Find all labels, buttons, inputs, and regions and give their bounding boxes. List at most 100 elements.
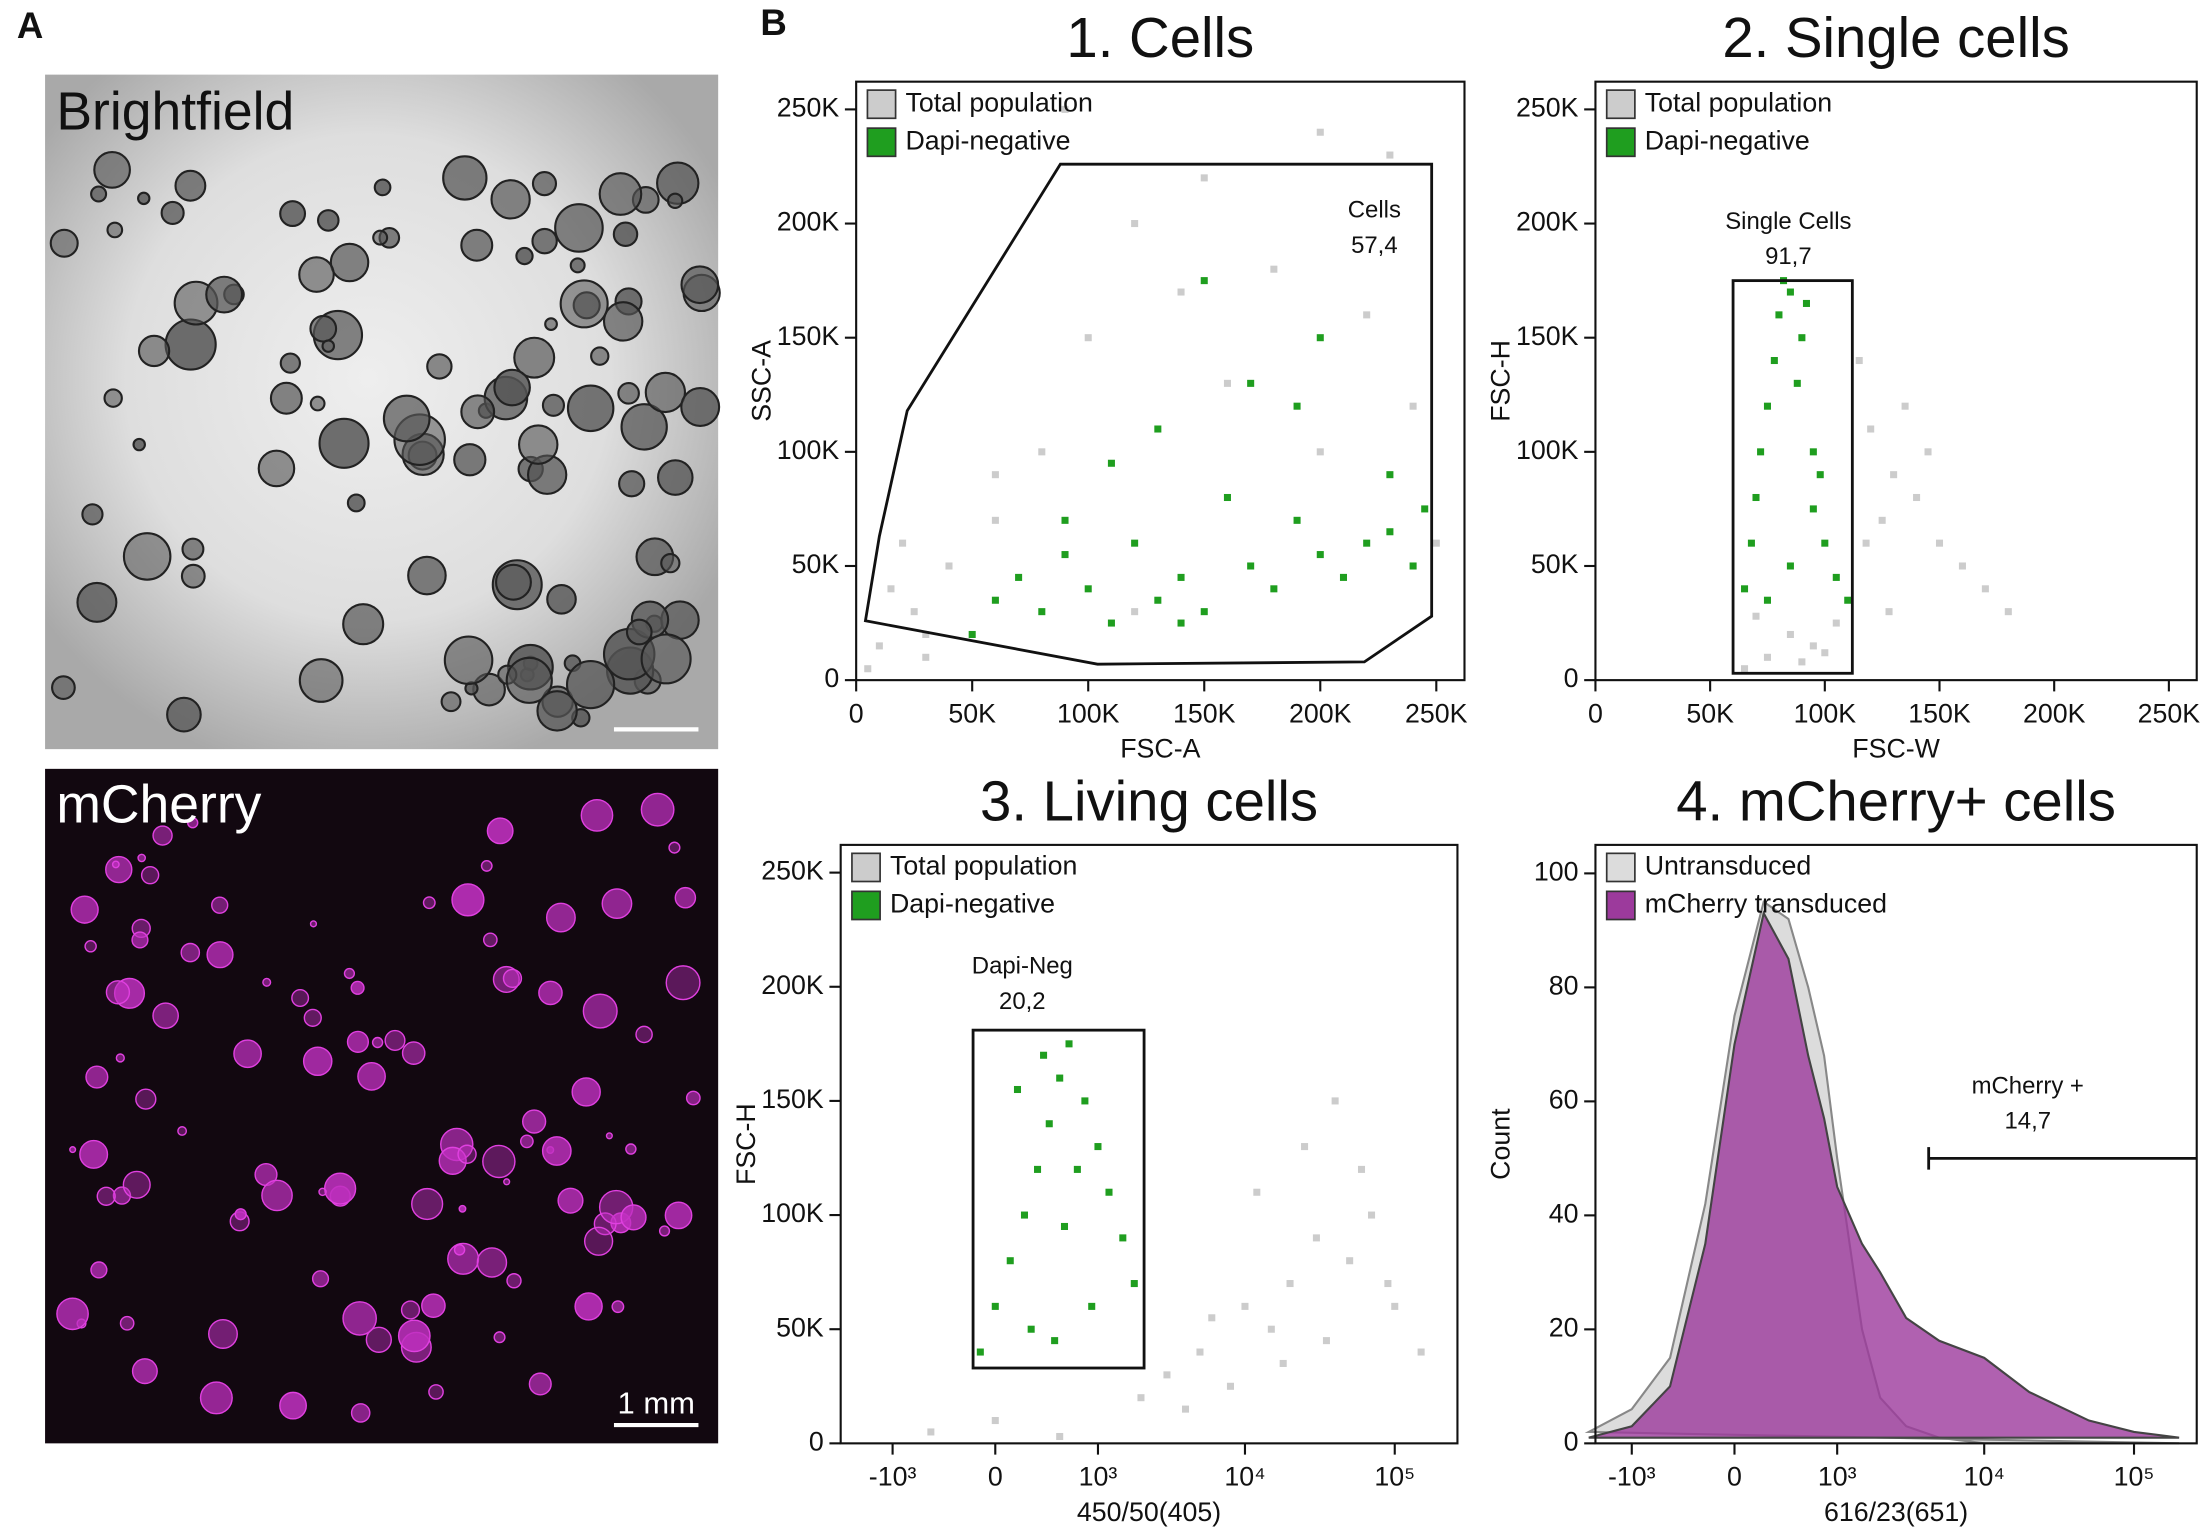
chart: 3. Living cells 450/50(405) FSC-H -10³ 0 10³ 1… <box>731 769 1459 1527</box>
brightfield-image <box>45 74 721 750</box>
y-axis-label: SSC-A <box>746 340 776 422</box>
x-tick-label: 150K <box>1173 698 1236 728</box>
organoid <box>438 1146 467 1175</box>
point <box>1081 1097 1089 1105</box>
organoid <box>602 301 644 342</box>
legend-label: Dapi-negative <box>1645 125 1810 155</box>
plot-frame <box>1594 80 2198 682</box>
organoid <box>574 1292 603 1321</box>
x-tick-label: 10³ <box>1079 1462 1118 1492</box>
y-tick-label: 200K <box>761 970 824 1000</box>
organoid <box>565 659 616 710</box>
point <box>1363 311 1371 319</box>
point <box>1832 573 1840 581</box>
point <box>1913 493 1921 502</box>
x-tick-label: 0 <box>1727 1462 1742 1492</box>
point <box>1752 612 1760 620</box>
legend-label: mCherry transduced <box>1645 889 1887 919</box>
point <box>1177 619 1185 627</box>
organoid <box>85 1065 109 1089</box>
mcherry-image <box>45 768 719 1444</box>
point <box>1073 1165 1081 1173</box>
point <box>1056 1074 1064 1082</box>
organoid <box>457 1144 477 1164</box>
point <box>1200 174 1208 182</box>
point <box>1060 1222 1069 1230</box>
organoid <box>111 860 120 869</box>
x-tick-label: 10⁵ <box>2114 1462 2155 1492</box>
organoid <box>160 200 185 226</box>
legend-swatch <box>1605 89 1636 120</box>
point <box>1786 630 1794 638</box>
x-tick-label: 0 <box>849 698 864 728</box>
organoid <box>180 942 201 963</box>
x-tick-label: 250K <box>2138 698 2201 728</box>
organoid <box>137 191 151 206</box>
chart-title: 2. Single cells <box>1722 6 2069 69</box>
organoid <box>515 246 534 266</box>
point <box>1322 1337 1330 1345</box>
y-tick-label: 50K <box>1531 549 1579 579</box>
organoid <box>177 1126 188 1136</box>
organoid <box>411 1187 444 1221</box>
organoid <box>346 493 366 513</box>
panel-label: B <box>760 2 786 43</box>
organoid <box>106 221 124 239</box>
point <box>1409 402 1417 410</box>
point <box>1034 1165 1042 1173</box>
y-tick-label: 100K <box>1516 435 1579 465</box>
y-axis-label: Count <box>1486 1108 1516 1180</box>
organoid <box>115 1053 125 1063</box>
legend-swatch <box>866 127 897 158</box>
y-tick-label: 0 <box>1564 663 1579 693</box>
organoid <box>440 691 462 713</box>
legend-swatch <box>851 890 881 921</box>
organoid <box>494 563 532 601</box>
organoid <box>458 1204 467 1213</box>
x-tick-label: 10³ <box>1818 1462 1857 1492</box>
x-tick-label: 150K <box>1908 698 1971 728</box>
y-tick-label: 200K <box>777 207 840 237</box>
organoid <box>257 449 296 488</box>
organoid <box>373 178 392 197</box>
organoid <box>49 228 79 258</box>
organoid <box>605 1132 613 1140</box>
point <box>1752 493 1760 502</box>
point <box>991 1417 999 1425</box>
organoid <box>234 1208 247 1221</box>
point <box>1107 459 1115 467</box>
organoid <box>342 1301 377 1336</box>
point <box>1391 1302 1399 1310</box>
point <box>1775 311 1783 319</box>
y-axis-label: FSC-H <box>1486 340 1516 422</box>
organoid <box>421 1293 446 1319</box>
organoid <box>397 1319 431 1353</box>
point <box>1056 1432 1064 1441</box>
point <box>1154 425 1162 433</box>
chart-title: 1. Cells <box>1066 6 1254 69</box>
organoid <box>531 171 558 197</box>
organoid <box>664 1201 693 1230</box>
point <box>1802 299 1810 307</box>
point <box>1015 573 1023 581</box>
organoid <box>318 417 370 469</box>
organoid <box>70 895 99 924</box>
organoid <box>546 583 577 615</box>
y-tick-label: 250K <box>777 92 840 122</box>
point <box>1935 539 1944 547</box>
point <box>1177 288 1185 296</box>
gate-value: 14,7 <box>2004 1108 2051 1135</box>
organoid <box>56 1297 89 1331</box>
organoid <box>131 1358 158 1385</box>
x-tick-label: 10⁴ <box>1964 1462 2005 1492</box>
point <box>1363 539 1371 547</box>
organoid <box>442 155 488 201</box>
point <box>1181 1405 1190 1413</box>
point <box>1741 665 1749 673</box>
organoid <box>557 1187 584 1214</box>
point <box>899 539 907 547</box>
point <box>1409 562 1417 570</box>
point <box>1094 1143 1102 1151</box>
point <box>1200 277 1208 285</box>
point <box>1763 402 1771 410</box>
